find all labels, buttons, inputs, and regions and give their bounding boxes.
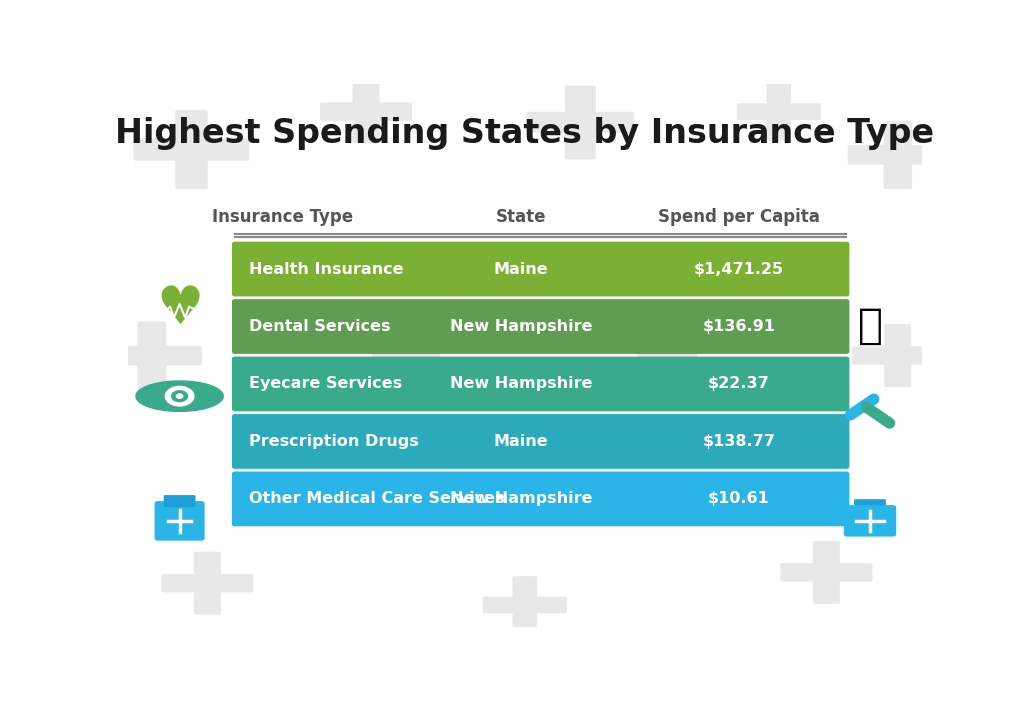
Text: New Hampshire: New Hampshire xyxy=(450,491,592,506)
FancyBboxPatch shape xyxy=(232,472,849,527)
FancyBboxPatch shape xyxy=(372,348,440,363)
FancyBboxPatch shape xyxy=(884,121,912,189)
FancyBboxPatch shape xyxy=(766,83,792,140)
FancyBboxPatch shape xyxy=(526,112,634,133)
FancyBboxPatch shape xyxy=(101,346,202,365)
Text: Health Insurance: Health Insurance xyxy=(250,262,403,277)
Text: $10.61: $10.61 xyxy=(709,491,770,506)
FancyBboxPatch shape xyxy=(133,139,250,161)
FancyBboxPatch shape xyxy=(137,321,166,390)
FancyBboxPatch shape xyxy=(512,576,538,634)
Text: Dental Services: Dental Services xyxy=(250,319,391,334)
FancyBboxPatch shape xyxy=(321,102,412,121)
Circle shape xyxy=(165,386,194,406)
Text: $22.37: $22.37 xyxy=(709,377,770,391)
FancyBboxPatch shape xyxy=(885,324,911,387)
Text: Other Medical Care Services: Other Medical Care Services xyxy=(250,491,505,506)
FancyBboxPatch shape xyxy=(638,349,697,362)
Text: Spend per Capita: Spend per Capita xyxy=(658,208,820,226)
FancyBboxPatch shape xyxy=(736,103,821,120)
Text: $138.77: $138.77 xyxy=(702,434,775,449)
Text: Maine: Maine xyxy=(494,434,548,449)
FancyBboxPatch shape xyxy=(658,335,677,376)
Text: $136.91: $136.91 xyxy=(702,319,775,334)
FancyBboxPatch shape xyxy=(194,552,221,615)
Text: Insurance Type: Insurance Type xyxy=(212,208,353,226)
Circle shape xyxy=(176,394,182,398)
FancyBboxPatch shape xyxy=(854,499,886,510)
FancyBboxPatch shape xyxy=(844,505,896,536)
Text: ♥: ♥ xyxy=(156,284,203,335)
FancyBboxPatch shape xyxy=(162,574,253,592)
Circle shape xyxy=(172,391,187,401)
FancyBboxPatch shape xyxy=(232,299,849,354)
Text: New Hampshire: New Hampshire xyxy=(450,377,592,391)
Text: Highest Spending States by Insurance Type: Highest Spending States by Insurance Typ… xyxy=(116,117,934,150)
FancyBboxPatch shape xyxy=(175,110,208,189)
Text: New Hampshire: New Hampshire xyxy=(450,319,592,334)
FancyBboxPatch shape xyxy=(164,495,196,507)
Polygon shape xyxy=(136,381,223,411)
FancyBboxPatch shape xyxy=(565,86,596,159)
Text: 🦷: 🦷 xyxy=(857,305,883,346)
Text: State: State xyxy=(496,208,546,226)
Text: Eyecare Services: Eyecare Services xyxy=(250,377,402,391)
FancyBboxPatch shape xyxy=(852,346,944,365)
Text: Maine: Maine xyxy=(494,262,548,277)
Text: Prescription Drugs: Prescription Drugs xyxy=(250,434,419,449)
Text: $1,471.25: $1,471.25 xyxy=(694,262,784,277)
FancyBboxPatch shape xyxy=(482,596,567,613)
FancyBboxPatch shape xyxy=(155,501,205,541)
FancyBboxPatch shape xyxy=(232,414,849,469)
FancyBboxPatch shape xyxy=(780,563,872,582)
FancyBboxPatch shape xyxy=(848,145,948,165)
FancyBboxPatch shape xyxy=(813,541,840,604)
FancyBboxPatch shape xyxy=(352,80,380,143)
FancyBboxPatch shape xyxy=(395,332,416,379)
FancyBboxPatch shape xyxy=(232,241,849,296)
FancyBboxPatch shape xyxy=(232,357,849,411)
